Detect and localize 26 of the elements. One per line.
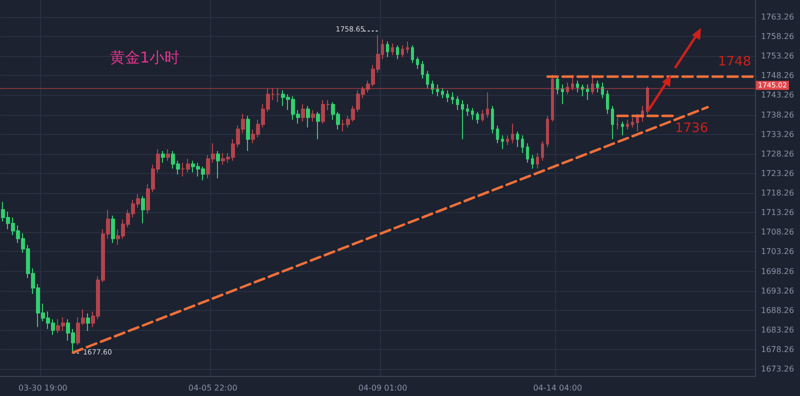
y-tick-label: 1693.26 bbox=[761, 286, 794, 296]
annotation: 黄金1小时 bbox=[110, 48, 180, 66]
y-tick-label: 1718.26 bbox=[761, 188, 794, 198]
annotation: 1736 bbox=[675, 121, 708, 136]
x-tick-label: 04-05 22:00 bbox=[188, 384, 238, 392]
y-tick-label: 1728.26 bbox=[761, 149, 794, 158]
y-tick-label: 1733.26 bbox=[761, 130, 794, 139]
x-tick-label: 03-30 19:00 bbox=[18, 384, 68, 392]
y-tick-label: 1743.26 bbox=[761, 90, 794, 100]
y-tick-label: 1738.26 bbox=[761, 110, 794, 120]
x-tick-label: 04-14 04:00 bbox=[533, 384, 582, 392]
y-tick-label: 1703.26 bbox=[761, 247, 794, 256]
y-tick-label: 1673.26 bbox=[761, 364, 794, 374]
y-tick-label: 1708.26 bbox=[761, 228, 794, 237]
annotation: 1748 bbox=[718, 54, 752, 70]
x-tick-label: 04-09 01:00 bbox=[358, 384, 408, 392]
y-tick-label: 1678.26 bbox=[761, 345, 794, 354]
y-tick-label: 1683.26 bbox=[761, 325, 794, 334]
y-tick-label: 1698.26 bbox=[761, 266, 794, 276]
y-tick-label: 1713.26 bbox=[761, 208, 794, 218]
y-tick-label: 1753.26 bbox=[761, 52, 794, 61]
y-tick-label: 1763.26 bbox=[761, 12, 794, 22]
y-tick-label: 1748.26 bbox=[761, 71, 794, 80]
y-tick-label: 1688.26 bbox=[761, 306, 794, 315]
y-tick-label: 1723.26 bbox=[761, 168, 794, 178]
y-tick-label: 1758.26 bbox=[761, 32, 794, 42]
